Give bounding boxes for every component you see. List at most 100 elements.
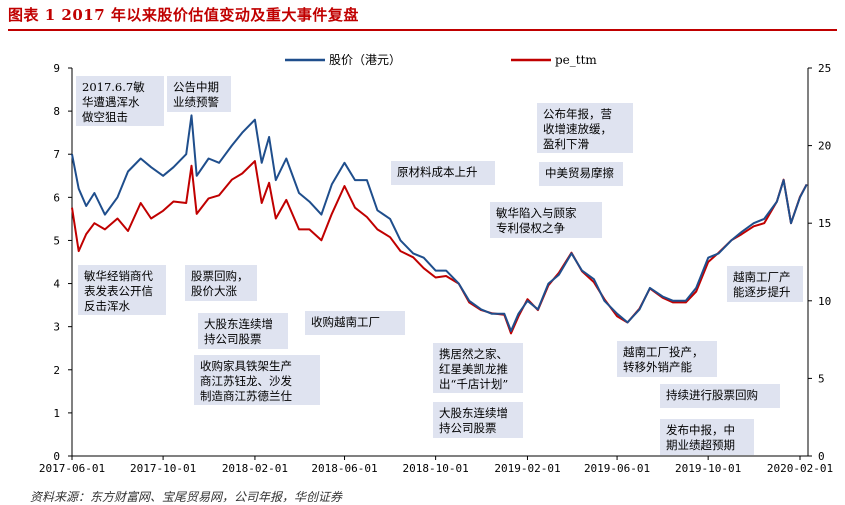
left-y-tick-label: 6 xyxy=(53,191,60,204)
annotation-text: 公布年报，营 xyxy=(543,107,612,121)
left-y-tick-label: 0 xyxy=(53,450,60,463)
annotation-background xyxy=(539,162,623,186)
annotation-text: 收购越南工厂 xyxy=(311,315,380,329)
legend-label-price: 股价（港元） xyxy=(329,53,401,67)
annotation-text: 收增速放缓， xyxy=(543,122,612,136)
x-tick-label: 2019-10-01 xyxy=(675,462,741,475)
annotation-text: 专利侵权之争 xyxy=(496,221,565,235)
annotation-background xyxy=(660,384,780,408)
chart-series xyxy=(71,114,808,335)
annotation-text: 敏华经销商代 xyxy=(84,269,153,283)
annotation-background xyxy=(185,265,257,301)
annotation-background xyxy=(305,311,405,335)
annotation-text: 大股东连续增 xyxy=(204,317,273,331)
annotation-box: 股票回购，股价大涨 xyxy=(185,265,257,301)
source-note: 资料来源：东方财富网、宝尾贸易网，公司年报，华创证券 xyxy=(30,490,343,504)
x-tick-label: 2018-10-01 xyxy=(403,462,469,475)
annotation-box: 持续进行股票回购 xyxy=(660,384,780,408)
annotation-box: 收购越南工厂 xyxy=(305,311,405,335)
annotation-text: 红星美凯龙推 xyxy=(439,362,508,376)
chart-legend: 股价（港元） pe_ttm xyxy=(285,53,597,67)
annotation-background xyxy=(76,76,164,126)
annotation-background xyxy=(537,103,633,153)
annotation-text: 转移外销产能 xyxy=(623,360,692,374)
annotation-text: 2017.6.7敏 xyxy=(82,80,145,94)
annotation-text: 反击浑水 xyxy=(84,299,130,313)
right-y-tick-label: 10 xyxy=(818,295,831,308)
price-series-line xyxy=(71,114,808,332)
x-tick-label: 2019-02-01 xyxy=(494,462,560,475)
annotation-text: 携居然之家、 xyxy=(439,347,508,361)
chart-axes: 0 1 2 3 4 5 6 7 8 9 0 5 10 15 20 25 2017-06-01 2017-10-01… xyxy=(39,62,833,475)
annotation-background xyxy=(78,265,166,315)
annotation-background xyxy=(433,343,523,393)
annotation-text: 持续进行股票回购 xyxy=(666,388,758,402)
title-rule xyxy=(8,29,837,31)
x-tick-label: 2019-06-01 xyxy=(584,462,650,475)
annotation-text: 大股东连续增 xyxy=(439,406,508,420)
left-y-tick-label: 5 xyxy=(53,234,60,247)
annotation-text: 中美贸易摩擦 xyxy=(545,166,614,180)
annotation-background xyxy=(167,76,231,112)
left-y-tick-label: 1 xyxy=(53,407,60,420)
annotation-background xyxy=(433,402,523,438)
annotation-text: 能逐步提升 xyxy=(733,285,791,299)
annotation-text: 发布中报，中 xyxy=(666,423,735,437)
annotation-box: 越南工厂投产，转移外销产能 xyxy=(617,341,717,377)
annotation-background xyxy=(391,161,495,185)
x-tick-label: 2017-10-01 xyxy=(130,462,196,475)
annotation-background xyxy=(194,355,320,405)
annotation-text: 原材料成本上升 xyxy=(397,165,478,179)
annotation-text: 收购家具铁架生产 xyxy=(200,359,292,373)
x-tick-label: 2018-02-01 xyxy=(222,462,288,475)
annotation-background xyxy=(490,202,602,238)
left-y-tick-label: 9 xyxy=(53,62,60,75)
right-y-tick-label: 25 xyxy=(818,62,831,75)
right-y-tick-label: 5 xyxy=(818,372,825,385)
annotation-text: 华遭遇浑水 xyxy=(82,95,140,109)
annotation-box: 原材料成本上升 xyxy=(391,161,495,185)
figure-title: 图表 1 2017 年以来股价估值变动及重大事件复盘 xyxy=(8,6,359,24)
annotation-text: 公告中期 xyxy=(173,80,219,94)
left-y-tick-label: 8 xyxy=(53,105,60,118)
x-tick-label: 2020-02-01 xyxy=(767,462,833,475)
annotation-text: 商江苏钰龙、沙发 xyxy=(200,374,292,388)
legend-label-pe: pe_ttm xyxy=(555,53,597,67)
left-y-tick-label: 4 xyxy=(53,278,60,291)
annotation-background xyxy=(727,266,803,302)
annotation-text: 期业绩超预期 xyxy=(666,438,735,452)
x-tick-label: 2018-06-01 xyxy=(311,462,377,475)
annotation-text: 越南工厂投产， xyxy=(623,345,704,359)
left-y-tick-label: 7 xyxy=(53,148,60,161)
annotation-text: 越南工厂产 xyxy=(733,270,791,284)
annotation-text: 股票回购， xyxy=(191,269,249,283)
annotation-text: 敏华陷入与顾家 xyxy=(496,206,577,220)
annotation-text: 持公司股票 xyxy=(204,332,262,346)
annotation-text: 出“千店计划” xyxy=(439,377,508,391)
annotation-text: 持公司股票 xyxy=(439,421,497,435)
annotation-background xyxy=(617,341,717,377)
annotation-box: 中美贸易摩擦 xyxy=(539,162,623,186)
annotation-text: 做空狙击 xyxy=(82,110,128,124)
annotation-background xyxy=(198,313,288,349)
chart-annotations: 2017.6.7敏华遭遇浑水做空狙击公告中期业绩预警原材料成本上升公布年报，营收… xyxy=(76,76,803,455)
left-y-tick-label: 2 xyxy=(53,364,60,377)
x-tick-label: 2017-06-01 xyxy=(39,462,105,475)
pe-series-line xyxy=(71,160,808,335)
annotation-text: 制造商江苏德兰仕 xyxy=(200,389,292,403)
left-y-tick-label: 3 xyxy=(53,321,60,334)
annotation-text: 表发表公开信 xyxy=(84,284,153,298)
annotation-text: 股价大涨 xyxy=(191,284,237,298)
